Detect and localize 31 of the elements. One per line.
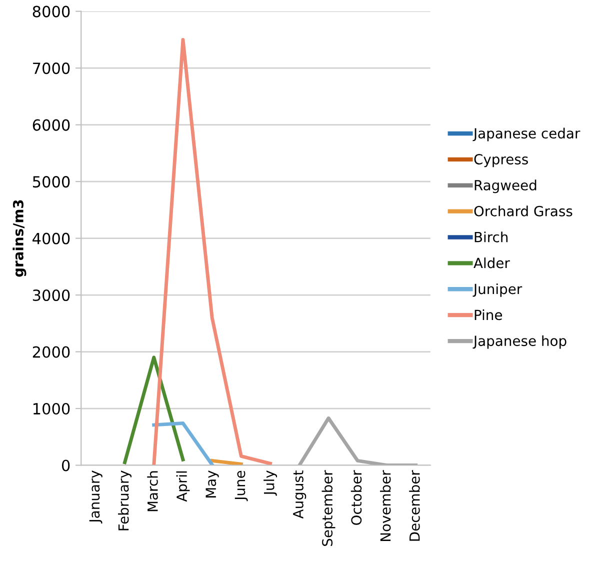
y-tick-label: 5000 <box>32 176 70 188</box>
x-tick-label: May <box>206 470 219 498</box>
x-tick-label: March <box>147 471 158 512</box>
x-tick-label: September <box>322 470 336 546</box>
y-tick-label: 1000 <box>33 402 70 415</box>
legend-label: Alder <box>474 258 510 268</box>
legend-label: Cypress <box>474 154 528 168</box>
x-tick-label: August <box>293 470 306 519</box>
y-tick-label: 3000 <box>32 289 70 302</box>
legend-label: Juniper <box>472 283 522 297</box>
x-tick-label: June <box>234 470 248 502</box>
x-tick-label: December <box>409 470 420 541</box>
x-tick-label: October <box>350 470 362 525</box>
legend-label: Pine <box>474 309 502 320</box>
x-tick-label: January <box>89 470 102 524</box>
legend-label: Japanese cedar <box>472 128 580 142</box>
x-tick-label: July <box>264 470 278 496</box>
y-tick-label: 0 <box>62 460 70 472</box>
y-tick-label: 2000 <box>32 346 70 358</box>
y-tick-label: 7000 <box>33 62 70 74</box>
x-tick-label: November <box>380 470 391 542</box>
x-tick-label: February <box>118 470 132 530</box>
y-tick-label: 8000 <box>32 6 70 18</box>
legend-label: Orchard Grass <box>474 206 572 216</box>
legend-label: Ragweed <box>474 180 536 194</box>
y-tick-label: 6000 <box>32 119 70 131</box>
legend-label: Birch <box>474 232 508 242</box>
y-axis-title: grains/m3 <box>12 200 26 277</box>
legend-label: Japanese hop <box>472 335 566 349</box>
x-tick-label: April <box>176 471 190 502</box>
y-tick-label: 4000 <box>32 232 70 244</box>
